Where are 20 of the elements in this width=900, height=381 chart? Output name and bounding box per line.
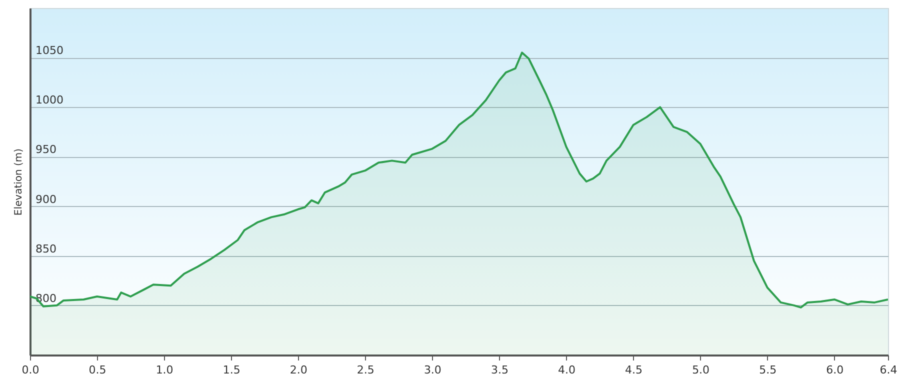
x-tick-label: 5.5	[759, 364, 777, 376]
x-tick-label: 5.0	[692, 364, 710, 376]
y-axis-title: Elevation (m)	[14, 148, 24, 216]
x-tick-label: 3.0	[424, 364, 442, 376]
y-tick-label: 900	[36, 192, 56, 206]
x-tick-label: 3.5	[490, 364, 508, 376]
x-tick-label: 2.5	[356, 364, 374, 376]
y-tick-label: 1000	[36, 94, 64, 107]
x-tick-label: 6.4	[880, 364, 898, 376]
x-tick-label: 1.5	[222, 364, 240, 376]
x-tick-label: 2.0	[290, 364, 308, 376]
x-tick-label: 4.0	[558, 364, 576, 376]
y-tick-label: 1050	[36, 44, 64, 58]
x-tick-label: 4.5	[625, 364, 643, 376]
x-tick-label: 1.0	[156, 364, 174, 376]
x-tick-label: 0.5	[88, 364, 106, 376]
y-tick-label: 950	[36, 143, 56, 156]
x-tick-label: 6.0	[826, 364, 844, 376]
x-tick-label: 0.0	[22, 364, 40, 376]
y-tick-label: 850	[36, 242, 56, 256]
